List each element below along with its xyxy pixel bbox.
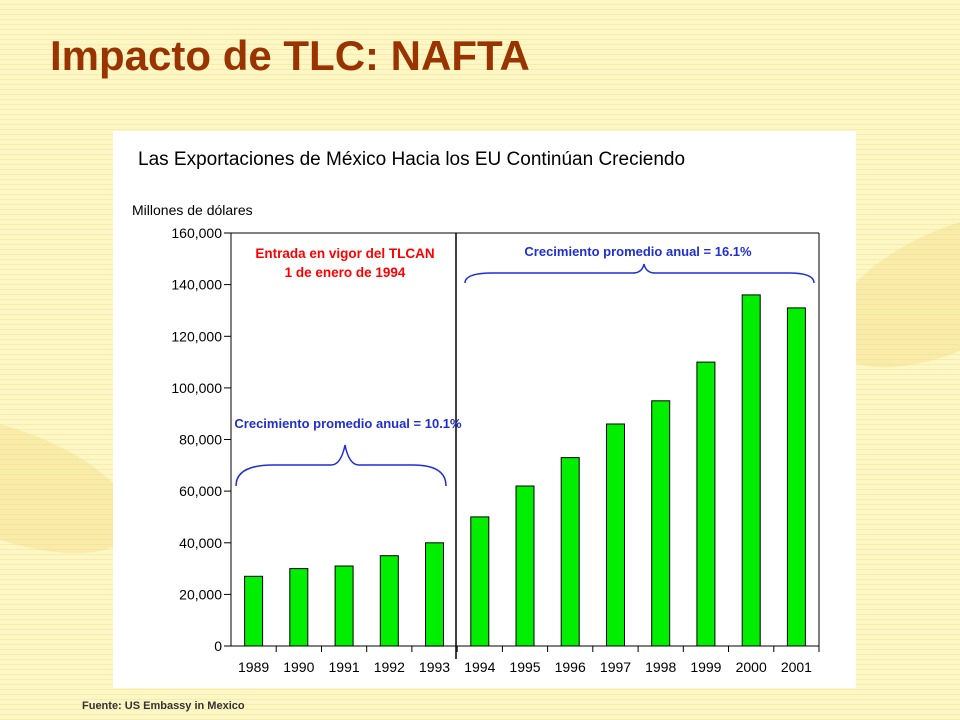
y-axis-ticks: 0 20,000 40,000 60,000 80,000 100,000 120,000 1… bbox=[171, 225, 231, 654]
y-tick-label: 140,000 bbox=[171, 277, 222, 293]
bar-1989 bbox=[244, 575, 264, 647]
source-note: Fuente: US Embassy in Mexico bbox=[82, 700, 245, 712]
y-axis-label: Millones de dólares bbox=[132, 202, 253, 218]
growth-annotation-pre: Crecimiento promedio anual = 10.1% bbox=[234, 416, 462, 431]
bar-1994 bbox=[470, 516, 490, 647]
x-tick-label: 2001 bbox=[781, 659, 812, 675]
bar-1993 bbox=[425, 542, 444, 647]
y-tick-label: 100,000 bbox=[171, 380, 222, 396]
chart-panel: Las Exportaciones de México Hacia los EU… bbox=[113, 131, 856, 688]
bar-1992 bbox=[379, 555, 399, 647]
brace-pre-nafta bbox=[235, 444, 447, 487]
growth-annotation-post: Crecimiento promedio anual = 16.1% bbox=[524, 244, 752, 259]
x-tick-label: 1993 bbox=[419, 659, 450, 675]
brace-post-nafta bbox=[464, 263, 815, 284]
x-tick-label: 1999 bbox=[690, 659, 721, 675]
x-tick-label: 2000 bbox=[736, 659, 767, 675]
x-tick-label: 1992 bbox=[374, 659, 405, 675]
x-tick-label: 1996 bbox=[555, 659, 586, 675]
x-tick-label: 1995 bbox=[509, 659, 540, 675]
slide-title: Impacto de TLC: NAFTA bbox=[50, 32, 530, 79]
y-tick-label: 60,000 bbox=[179, 483, 222, 499]
tlcan-annotation-line2: 1 de enero de 1994 bbox=[285, 265, 406, 280]
y-tick-label: 0 bbox=[214, 638, 222, 654]
y-tick-label: 120,000 bbox=[171, 328, 222, 344]
x-axis-ticks: 1989 1990 1991 1992 1993 1994 1995 1996 1997 1998… bbox=[238, 646, 820, 675]
bars bbox=[244, 294, 806, 647]
bar-1995 bbox=[515, 485, 535, 647]
x-tick-label: 1997 bbox=[600, 659, 631, 675]
chart-title: Las Exportaciones de México Hacia los EU… bbox=[138, 149, 685, 170]
x-tick-label: 1990 bbox=[283, 659, 314, 675]
tlcan-annotation-line1: Entrada en vigor del TLCAN bbox=[255, 246, 434, 261]
y-tick-label: 80,000 bbox=[179, 432, 222, 448]
y-tick-label: 40,000 bbox=[179, 535, 222, 551]
bar-2001 bbox=[786, 307, 806, 647]
bar-1997 bbox=[606, 423, 625, 647]
bar-1996 bbox=[560, 457, 580, 647]
y-tick-label: 160,000 bbox=[171, 225, 222, 241]
bar-1991 bbox=[334, 565, 354, 647]
bar-1999 bbox=[696, 361, 716, 647]
y-tick-label: 20,000 bbox=[179, 586, 222, 602]
bar-2000 bbox=[741, 294, 761, 647]
x-tick-label: 1998 bbox=[645, 659, 676, 675]
x-tick-label: 1994 bbox=[464, 659, 495, 675]
chart: Las Exportaciones de México Hacia los EU… bbox=[132, 149, 820, 675]
bar-1990 bbox=[289, 568, 309, 647]
x-tick-label: 1989 bbox=[238, 659, 269, 675]
bar-1998 bbox=[651, 400, 671, 647]
x-tick-label: 1991 bbox=[329, 659, 360, 675]
